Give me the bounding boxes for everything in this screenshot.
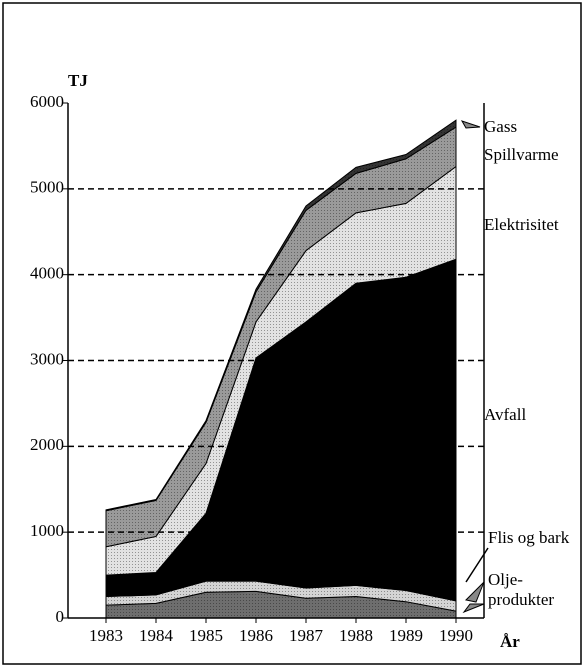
pointer: [465, 547, 489, 583]
pointer: [462, 603, 485, 614]
y-tick-label: 1000: [30, 521, 64, 540]
x-tick-label: 1989: [389, 626, 423, 645]
y-tick-label: 5000: [30, 178, 64, 197]
y-tick-label: 6000: [30, 92, 64, 111]
x-tick-label: 1984: [139, 626, 174, 645]
y-tick-label: 2000: [30, 435, 64, 454]
x-tick-label: 1988: [339, 626, 373, 645]
legend-label: Spillvarme: [484, 145, 559, 164]
area-texture: [106, 581, 456, 612]
y-axis-label: TJ: [68, 71, 88, 90]
y-tick-label: 4000: [30, 264, 64, 283]
area-texture: [106, 166, 456, 576]
x-tick-label: 1990: [439, 626, 473, 645]
legend-label: Olje-produkter: [488, 570, 555, 609]
x-axis-label: År: [500, 632, 520, 651]
legend-label: Flis og bark: [488, 528, 570, 547]
y-tick-label: 0: [56, 607, 65, 626]
legend-label: Elektrisitet: [484, 215, 559, 234]
x-tick-label: 1986: [239, 626, 273, 645]
y-tick-label: 3000: [30, 349, 64, 368]
pointer: [460, 120, 481, 129]
legend-label: Avfall: [484, 405, 527, 424]
pointer: [464, 581, 485, 603]
x-tick-label: 1983: [89, 626, 123, 645]
x-tick-label: 1985: [189, 626, 223, 645]
legend-label: Gass: [484, 117, 518, 136]
x-tick-label: 1987: [289, 626, 324, 645]
